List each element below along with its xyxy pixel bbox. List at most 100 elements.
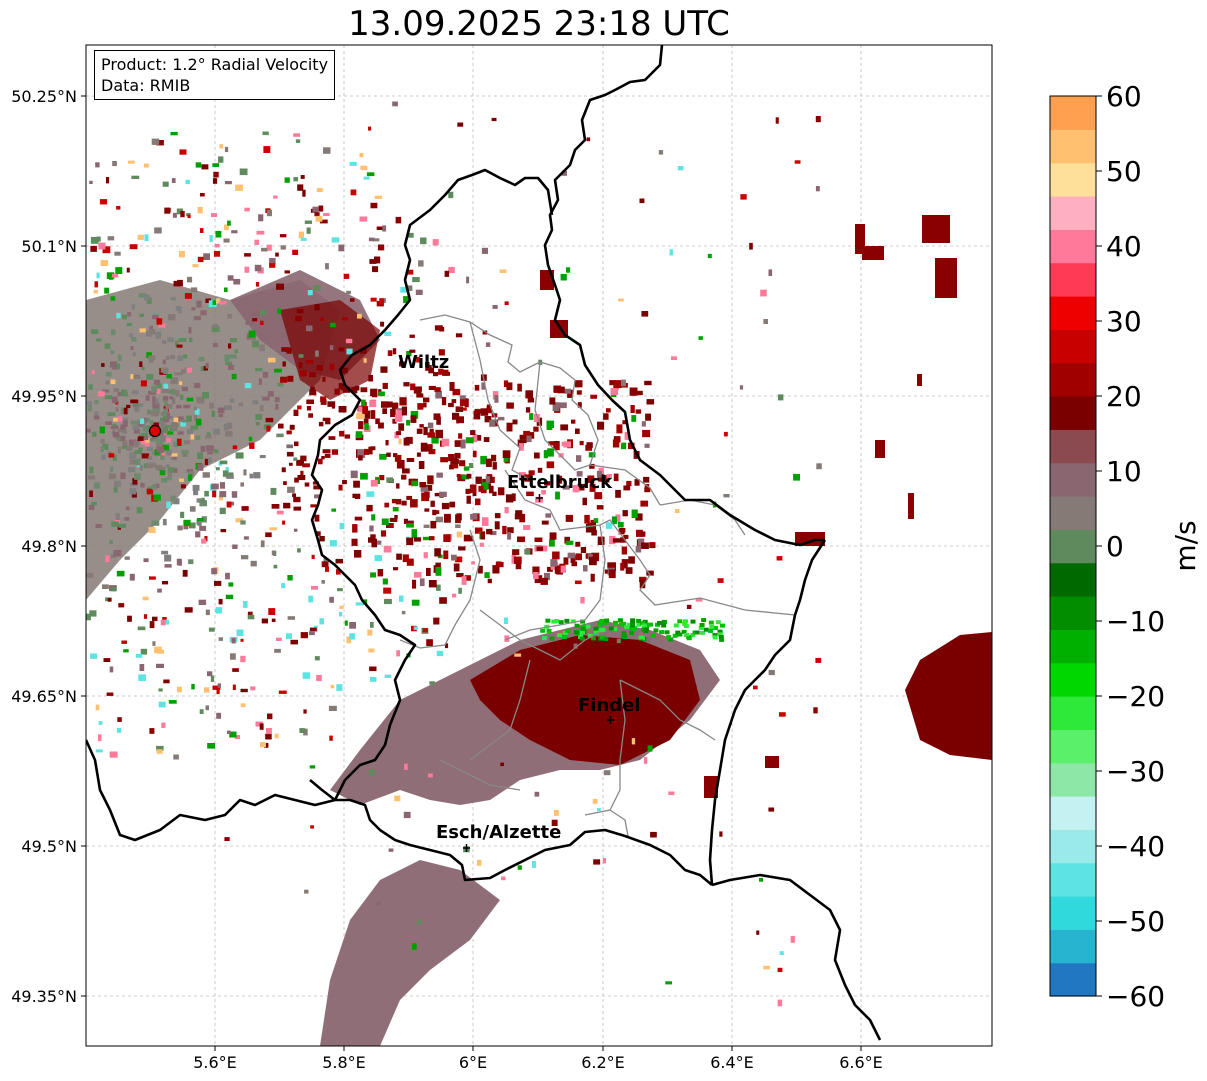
echo-cell: [302, 463, 310, 468]
echo-cell: [266, 728, 272, 735]
echo-cell: [118, 603, 125, 608]
echo-cell: [384, 598, 392, 605]
echo-cell: [644, 380, 652, 386]
echo-cell: [253, 472, 261, 479]
echo-cell: [173, 498, 180, 505]
echo-cell: [104, 287, 110, 294]
echo-cell: [266, 209, 272, 217]
echo-cell: [259, 309, 267, 316]
echo-cell: [300, 175, 305, 179]
echo-cell: [224, 837, 230, 841]
echo-cell: [287, 616, 295, 620]
echo-cell: [240, 520, 246, 525]
echo-cell: [418, 260, 424, 267]
echo-cell: [330, 684, 335, 689]
echo-cell: [143, 163, 149, 168]
echo-cell: [143, 614, 148, 619]
echo-cell: [380, 530, 387, 537]
echo-cell: [344, 620, 348, 626]
echo-cell: [107, 598, 112, 602]
echo-cell: [369, 666, 377, 672]
echo-cell: [281, 347, 289, 352]
echo-cell: [394, 432, 400, 439]
echo-cell: [379, 475, 385, 481]
echo-cell: [173, 468, 178, 473]
echo-cell: [170, 131, 178, 136]
echo-cell: [325, 263, 329, 270]
echo-cell: [740, 194, 747, 200]
echo-cell: [621, 546, 627, 555]
echo-cell: [396, 483, 400, 489]
echo-cell: [183, 519, 191, 527]
echo-cell: [553, 810, 559, 816]
echo-cell: [127, 312, 131, 317]
echo-cell: [449, 382, 455, 391]
echo-cell: [701, 618, 707, 623]
echo-cell: [532, 566, 540, 574]
echo-cell: [260, 540, 265, 548]
echo-cell: [306, 325, 313, 332]
echo-cell: [112, 454, 117, 461]
echo-cell: [94, 281, 98, 288]
echo-cell: [110, 296, 116, 301]
echo-cell: [435, 567, 442, 576]
map-title: 13.09.2025 23:18 UTC: [348, 4, 730, 44]
echo-cell: [352, 524, 358, 533]
echo-cell: [125, 506, 130, 511]
echo-cell: [167, 466, 174, 474]
echo-cell: [694, 630, 700, 635]
echo-cell: [436, 416, 441, 425]
echo-cell: [170, 422, 178, 427]
echo-cell: [194, 408, 200, 415]
echo-cell: [426, 567, 431, 576]
echo-cell: [690, 633, 696, 638]
echo-cell: [524, 474, 532, 482]
product-label: Product: 1.2° Radial Velocity: [101, 55, 329, 74]
echo-cell: [457, 416, 464, 424]
echo-cell: [299, 728, 305, 733]
echo-cell: [712, 626, 718, 630]
echo-cell: [265, 733, 272, 740]
city-label-ettelbruck: Ettelbruck: [507, 472, 613, 493]
echo-cell: [166, 449, 172, 456]
echo-cell: [499, 269, 507, 273]
echo-cell: [917, 374, 922, 386]
echo-cell: [552, 402, 560, 412]
echo-cell: [639, 579, 646, 589]
echo-cell: [565, 628, 571, 633]
echo-cell: [271, 618, 276, 622]
echo-cell: [229, 731, 237, 738]
echo-cell: [455, 556, 463, 563]
echo-cell: [201, 497, 205, 503]
echo-cell: [113, 549, 122, 557]
echo-cell: [314, 494, 321, 499]
echo-cell: [161, 722, 166, 728]
echo-cell: [322, 417, 330, 422]
echo-cell: [403, 382, 410, 387]
echo-cell: [129, 573, 135, 581]
echo-cell: [533, 572, 539, 580]
echo-cell: [195, 162, 202, 168]
echo-cell: [394, 795, 401, 802]
echo-cell: [109, 466, 114, 472]
echo-cell: [517, 536, 525, 543]
echo-cell: [768, 269, 773, 276]
echo-cell: [227, 313, 232, 319]
echo-cell: [695, 597, 703, 602]
echo-cell: [704, 776, 718, 798]
echo-cell: [306, 360, 314, 364]
echo-cell: [686, 604, 692, 609]
echo-cell: [185, 179, 190, 185]
echo-cell: [111, 521, 119, 527]
colorbar-segment: [1050, 129, 1096, 164]
echo-cell: [661, 623, 667, 628]
echo-cell: [503, 380, 509, 388]
echo-cell: [117, 428, 126, 433]
echo-cell: [406, 351, 412, 357]
echo-cell: [207, 671, 213, 677]
echo-cell: [410, 415, 417, 423]
echo-cell: [111, 423, 117, 428]
echo-cell: [235, 184, 243, 191]
echo-cell: [175, 340, 179, 347]
echo-cell: [631, 738, 636, 745]
